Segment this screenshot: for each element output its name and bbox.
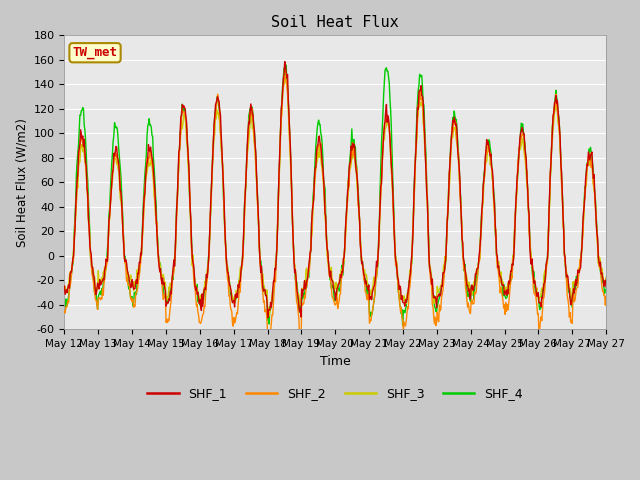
SHF_2 bbox=[250, 139, 258, 144]
SHF_3 bbox=[124, 269, 132, 275]
SHF_2 bbox=[124, 282, 132, 288]
SHF_3 bbox=[272, 257, 280, 263]
SHF_4 bbox=[399, 323, 406, 328]
SHF_4 bbox=[423, 180, 431, 185]
X-axis label: Time: Time bbox=[320, 355, 351, 368]
SHF_1 bbox=[423, 189, 431, 195]
SHF_1 bbox=[250, 127, 258, 133]
SHF_2 bbox=[61, 308, 68, 314]
SHF_3 bbox=[250, 142, 258, 147]
SHF_3 bbox=[602, 275, 610, 280]
SHF_4 bbox=[250, 128, 258, 134]
SHF_2 bbox=[297, 346, 305, 352]
SHF_4 bbox=[224, 264, 232, 270]
Y-axis label: Soil Heat Flux (W/m2): Soil Heat Flux (W/m2) bbox=[15, 118, 28, 247]
SHF_3 bbox=[423, 190, 431, 195]
SHF_4 bbox=[61, 303, 68, 309]
Line: SHF_1: SHF_1 bbox=[65, 61, 606, 318]
SHF_3 bbox=[392, 257, 400, 263]
SHF_3 bbox=[281, 63, 289, 69]
SHF_3 bbox=[266, 313, 273, 319]
SHF_4 bbox=[282, 62, 290, 68]
SHF_2 bbox=[271, 276, 278, 282]
SHF_2 bbox=[392, 261, 400, 267]
SHF_3 bbox=[61, 287, 68, 293]
SHF_3 bbox=[224, 263, 232, 269]
SHF_4 bbox=[271, 275, 278, 280]
SHF_2 bbox=[224, 276, 232, 282]
SHF_2 bbox=[602, 294, 610, 300]
SHF_1 bbox=[264, 315, 271, 321]
SHF_1 bbox=[61, 283, 68, 289]
SHF_1 bbox=[281, 59, 289, 64]
SHF_1 bbox=[392, 260, 400, 266]
SHF_2 bbox=[281, 74, 289, 80]
Text: TW_met: TW_met bbox=[72, 46, 118, 59]
SHF_1 bbox=[272, 267, 280, 273]
Line: SHF_4: SHF_4 bbox=[65, 65, 606, 325]
Line: SHF_3: SHF_3 bbox=[65, 66, 606, 316]
Title: Soil Heat Flux: Soil Heat Flux bbox=[271, 15, 399, 30]
SHF_1 bbox=[602, 284, 610, 290]
SHF_2 bbox=[423, 180, 431, 186]
SHF_4 bbox=[124, 277, 132, 283]
SHF_1 bbox=[124, 271, 132, 276]
Line: SHF_2: SHF_2 bbox=[65, 77, 606, 349]
SHF_4 bbox=[602, 287, 610, 292]
Legend: SHF_1, SHF_2, SHF_3, SHF_4: SHF_1, SHF_2, SHF_3, SHF_4 bbox=[142, 383, 528, 406]
SHF_4 bbox=[392, 255, 399, 261]
SHF_1 bbox=[224, 269, 232, 275]
